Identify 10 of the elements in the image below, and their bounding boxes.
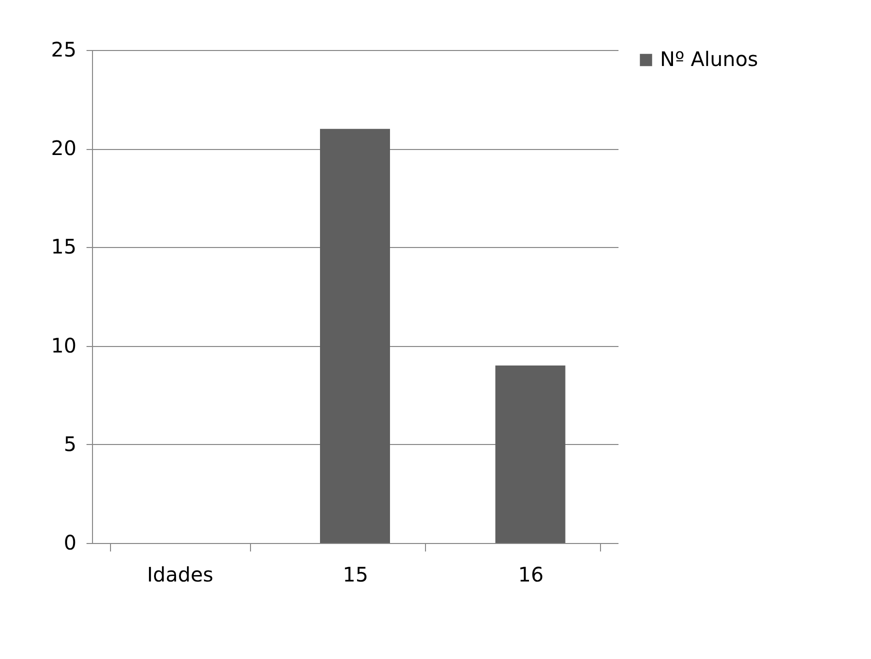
x-tick-label: Idades: [147, 562, 214, 586]
y-tick-label: 10: [51, 333, 76, 358]
legend-label: Nº Alunos: [660, 47, 758, 71]
y-tick-label: 15: [51, 234, 76, 259]
y-tick-label: 20: [51, 136, 76, 160]
y-tick-label: 0: [64, 530, 76, 554]
x-tick-label: 15: [342, 562, 368, 586]
x-tick-label: 16: [518, 562, 544, 586]
y-tick-label: 25: [51, 38, 76, 62]
y-tick-label: 5: [64, 432, 76, 456]
